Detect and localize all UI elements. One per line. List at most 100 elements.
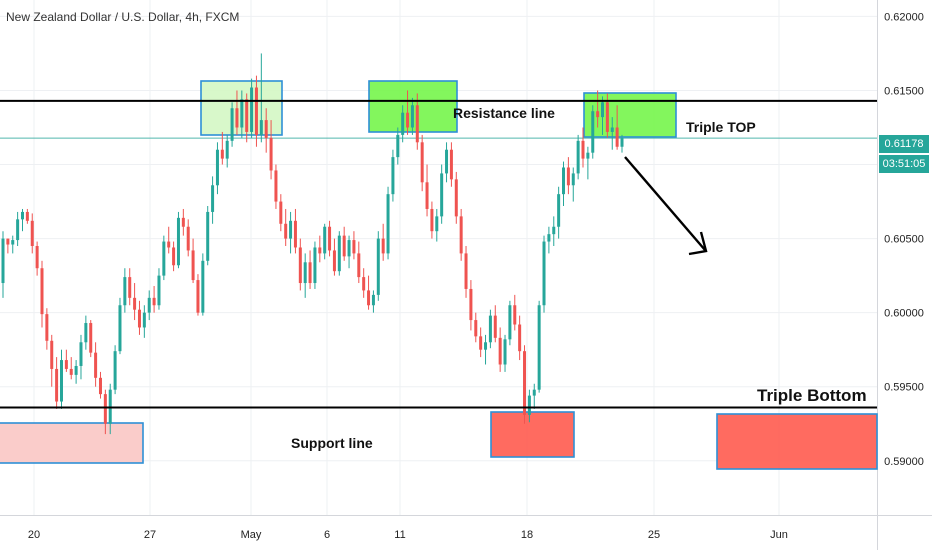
- resistance-line-label: Resistance line: [453, 105, 555, 121]
- support-line-label: Support line: [291, 435, 373, 451]
- candle-body: [181, 217, 185, 227]
- candle-body: [201, 260, 205, 313]
- candle: [474, 312, 478, 343]
- candle-body: [274, 170, 278, 202]
- candle: [571, 167, 575, 202]
- candle: [518, 315, 522, 361]
- candle: [40, 260, 44, 328]
- candle-body: [410, 105, 414, 128]
- candle-body: [415, 105, 419, 143]
- candle-body: [196, 280, 200, 313]
- candle: [532, 383, 536, 409]
- candle-body: [591, 111, 595, 153]
- candle: [386, 186, 390, 260]
- candle-body: [279, 201, 283, 224]
- x-axis: 20 27 May 6 11 18 25 Jun: [28, 529, 788, 541]
- candle-body: [347, 240, 351, 257]
- candle: [176, 211, 180, 269]
- candle-body: [250, 87, 254, 132]
- candle-body: [254, 87, 258, 135]
- candle: [94, 342, 98, 387]
- candle: [25, 208, 29, 224]
- candle-body: [284, 223, 288, 239]
- candle-body: [113, 351, 117, 390]
- candle-body: [420, 142, 424, 183]
- candle: [64, 349, 68, 372]
- candle: [133, 283, 137, 321]
- candle-body: [547, 234, 551, 242]
- candle: [513, 294, 517, 331]
- candle: [586, 146, 590, 180]
- candle: [89, 320, 93, 358]
- candle: [137, 300, 141, 335]
- candle-body: [152, 297, 156, 306]
- candle-body: [371, 294, 375, 306]
- candle-body: [464, 253, 468, 289]
- candle-body: [610, 127, 614, 132]
- candle-body: [562, 167, 566, 195]
- candle: [318, 235, 322, 263]
- candle-body: [367, 290, 371, 306]
- candle: [435, 208, 439, 242]
- candle: [537, 300, 541, 393]
- candle: [445, 142, 449, 183]
- candle-body: [289, 220, 293, 239]
- candle-body: [552, 226, 556, 235]
- candle: [488, 309, 492, 349]
- candle-body: [542, 241, 546, 306]
- candle: [79, 334, 83, 380]
- chart-title: New Zealand Dollar / U.S. Dollar, 4h, FX…: [6, 10, 240, 24]
- candle: [464, 246, 468, 298]
- candle: [396, 127, 400, 165]
- candle: [274, 164, 278, 209]
- candle: [430, 201, 434, 239]
- candle: [547, 226, 551, 254]
- candle-body: [59, 360, 63, 402]
- candle-body: [128, 277, 132, 298]
- candle: [196, 274, 200, 316]
- candle: [113, 345, 117, 395]
- candle: [367, 275, 371, 310]
- candle: [118, 297, 122, 355]
- candle-body: [215, 149, 219, 186]
- candle-body: [16, 219, 20, 241]
- candle-body: [454, 179, 458, 217]
- candle: [264, 108, 268, 153]
- candle: [410, 97, 414, 135]
- candle-body: [352, 240, 356, 254]
- candle-body: [94, 352, 98, 378]
- y-tick-label: 0.62000: [884, 11, 924, 23]
- candle-body: [513, 305, 517, 325]
- candle: [240, 90, 244, 138]
- candle-body: [508, 305, 512, 340]
- candle-body: [523, 351, 527, 415]
- candle: [469, 280, 473, 331]
- candle-body: [445, 149, 449, 174]
- candle-body: [381, 238, 385, 254]
- candle: [298, 238, 302, 291]
- candle: [250, 78, 254, 138]
- candle: [591, 105, 595, 159]
- candle: [601, 96, 605, 135]
- candle-body: [557, 194, 561, 227]
- candle: [479, 327, 483, 358]
- candle: [284, 208, 288, 246]
- candle: [620, 134, 624, 153]
- candle-body: [376, 238, 380, 295]
- candle: [440, 164, 444, 224]
- candle: [211, 176, 215, 224]
- candle: [352, 231, 356, 260]
- candle: [55, 357, 59, 409]
- candle: [401, 105, 405, 143]
- candle-body: [488, 315, 492, 343]
- candle-body: [235, 108, 239, 128]
- candle-body: [69, 368, 73, 375]
- candle-body: [230, 108, 234, 141]
- candle: [215, 142, 219, 195]
- candle: [103, 389, 107, 435]
- candle: [1, 231, 5, 298]
- candle: [84, 315, 88, 350]
- candle-body: [176, 217, 180, 266]
